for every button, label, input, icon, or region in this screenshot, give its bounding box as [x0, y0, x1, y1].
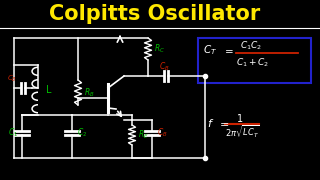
Text: $R_C$: $R_C$: [154, 43, 165, 55]
Text: $R_E$: $R_E$: [138, 129, 149, 141]
Text: Colpitts Oscillator: Colpitts Oscillator: [49, 4, 260, 24]
Text: $C_T$: $C_T$: [203, 43, 217, 57]
FancyBboxPatch shape: [197, 37, 310, 82]
Text: $f$: $f$: [207, 117, 214, 129]
Text: $C_B$: $C_B$: [157, 127, 167, 139]
Text: $C_1 C_2$: $C_1 C_2$: [240, 40, 262, 52]
Text: $=$: $=$: [217, 118, 229, 128]
Text: $2\pi\sqrt{LC_T}$: $2\pi\sqrt{LC_T}$: [225, 124, 260, 140]
Text: $=$: $=$: [222, 45, 234, 55]
Text: $1$: $1$: [236, 112, 244, 124]
Text: $C_B$: $C_B$: [7, 74, 17, 84]
Text: $C_2$: $C_2$: [77, 127, 87, 139]
Text: $C_1 + C_2$: $C_1 + C_2$: [236, 57, 269, 69]
Text: $C_1$: $C_1$: [8, 127, 18, 139]
Text: $C_B$: $C_B$: [159, 61, 169, 73]
Text: $R_B$: $R_B$: [84, 87, 95, 99]
Text: L: L: [46, 85, 52, 95]
